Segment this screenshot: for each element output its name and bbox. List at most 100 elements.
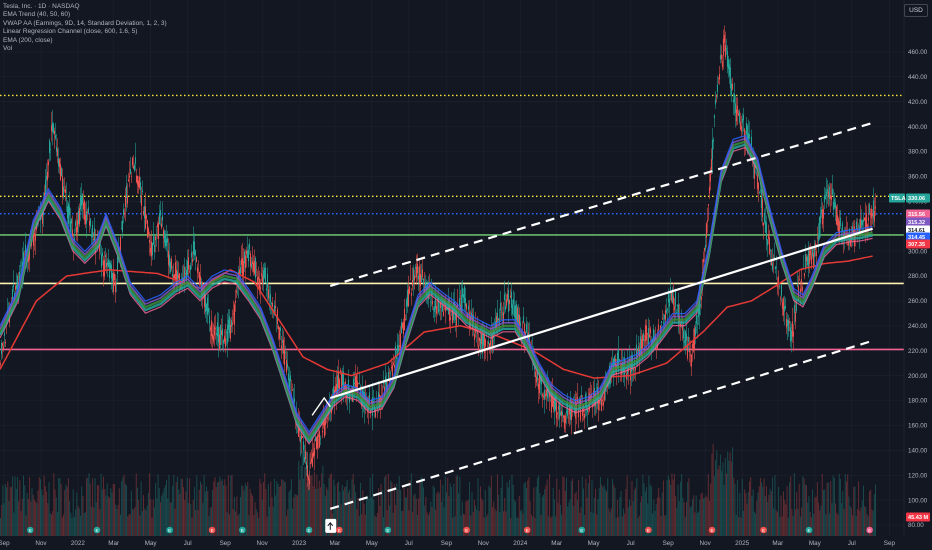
volume-bar [541,496,543,536]
volume-bar [692,499,694,536]
volume-bar [526,487,528,536]
volume-bar [166,479,168,536]
volume-bar [727,451,729,536]
candle-body [477,345,479,349]
candle-body [496,312,498,323]
candle-body [502,312,504,323]
candle-body [719,55,721,60]
candle-body [400,322,402,334]
candle-body [491,334,493,347]
indicator-ema-200[interactable]: EMA (200, close) [3,36,53,44]
candle-body [742,114,744,121]
candle-body [810,255,812,265]
chart-legend: Tesla, Inc. · 1D · NASDAQ EMA Trend (40,… [3,3,167,53]
volume-bar [781,516,783,536]
volume-bar [186,477,188,536]
candle-body [104,255,106,258]
volume-bar [510,517,512,536]
volume-bar [658,488,660,536]
volume-bar [598,488,600,536]
candle-body [641,335,643,351]
candle-body [62,186,64,197]
candle-body [319,438,321,440]
volume-bar [77,506,79,536]
volume-bar [122,477,124,536]
volume-bar [625,489,627,536]
volume-bar [407,488,409,536]
volume-bar [763,478,765,536]
volume-bar [587,483,589,536]
candle-body [616,352,618,368]
volume-bar [309,453,311,536]
indicator-ema-trend[interactable]: EMA Trend (40, 50, 60) [3,11,71,19]
volume-bar [344,487,346,536]
volume-bar [749,481,751,536]
candle-body [1,343,3,346]
candle-body [107,259,109,267]
candle-body [828,186,830,200]
candle-body [84,214,86,225]
volume-bar [835,503,837,536]
currency-button[interactable]: USD [904,4,928,17]
volume-bar [55,497,57,536]
volume-bar [664,515,666,536]
volume-bar [187,502,189,536]
candle-body [228,316,230,334]
candle-body [510,291,512,308]
volume-bar [826,483,828,536]
volume-bar [162,492,164,536]
candle-body [169,261,171,273]
volume-bar [249,488,251,536]
candle-body [410,293,412,296]
volume-bar [323,484,325,536]
candle-body [125,185,127,198]
candle-body [167,250,169,265]
candle-body [437,296,439,313]
volume-bar [812,489,814,536]
time-axis[interactable]: Sep Nov 2022 Mar May Jul Sep Nov 2023 Mar May Jul Se… [0,540,895,547]
volume-bar [408,510,410,536]
candle-body [189,265,191,271]
volume-bar [233,496,235,536]
volume-bar [546,479,548,536]
volume-bar [115,504,117,536]
volume-bar [0,517,1,536]
indicator-volume[interactable]: Vol [3,45,13,53]
candle-body [220,330,222,335]
candle-body [374,409,376,417]
indicator-vwap[interactable]: VWAP AA (Earnings, 9D, 14, Standard Devi… [3,19,167,27]
volume-bar [267,484,269,536]
candle-body [864,217,866,232]
volume-bar [507,487,509,536]
earnings-marker: E [463,526,470,534]
candle-body [664,310,666,320]
volume-bar [832,475,834,536]
volume-bar [473,499,475,536]
candle-body [142,211,144,215]
volume-bar [372,473,374,536]
volume-bar [172,486,174,536]
candle-body [309,462,311,464]
volume-bar [542,494,544,536]
volume-bar [652,513,654,536]
volume-bar [810,517,812,536]
price-scale-background [904,0,932,550]
symbol-title[interactable]: Tesla, Inc. · 1D · NASDAQ [3,3,80,10]
candle-body [724,44,726,57]
volume-bar [517,517,519,536]
candle-body [140,195,142,206]
indicator-regression-channel[interactable]: Linear Regression Channel (close, 600, 1… [3,28,138,36]
volume-bar [581,476,583,536]
volume-bar [492,507,494,536]
candle-body [708,186,710,194]
volume-bar [689,507,691,536]
volume-bar [757,492,759,536]
candle-body [637,346,639,355]
candle-body [769,249,771,251]
volume-bar [582,488,584,536]
candle-body [825,191,827,197]
candle-body [136,175,138,185]
time-tick-label: Mar [772,540,783,547]
candle-body [408,286,410,294]
